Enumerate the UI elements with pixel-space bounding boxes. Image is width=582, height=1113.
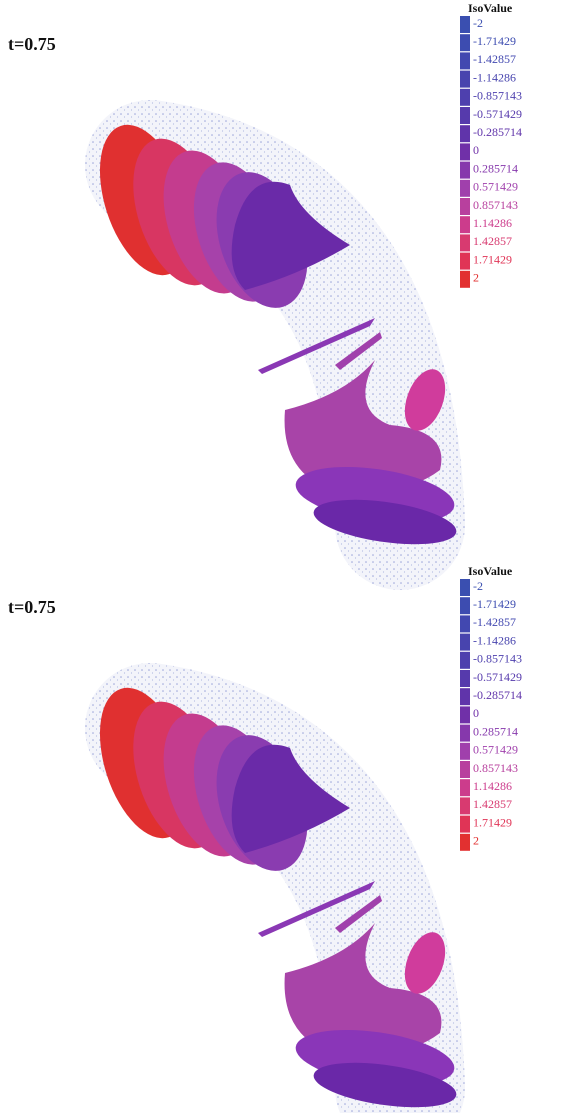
legend-label: 1.42857	[473, 234, 512, 248]
legend-swatch	[460, 143, 470, 160]
legend-swatch	[460, 652, 470, 669]
page: t=0.75IsoValue-2-1.71429-1.42857-1.14286…	[0, 0, 582, 1113]
legend-label: 0.857143	[473, 761, 518, 775]
legend-label: 0.571429	[473, 743, 518, 757]
legend-label: 0.285714	[473, 724, 518, 738]
legend-swatch	[460, 688, 470, 705]
legend-title: IsoValue	[468, 564, 513, 578]
time-label: t=0.75	[8, 34, 56, 54]
legend-swatch	[460, 253, 470, 270]
legend-label: -1.14286	[473, 633, 516, 647]
legend-swatch	[460, 597, 470, 614]
legend-swatch	[460, 615, 470, 632]
legend-label: -2	[473, 579, 483, 593]
legend-label: -2	[473, 16, 483, 30]
legend-swatch	[460, 107, 470, 124]
legend-label: -1.14286	[473, 70, 516, 84]
legend-label: -0.571429	[473, 670, 522, 684]
legend-label: -0.571429	[473, 107, 522, 121]
panel: t=0.75 IsoValue-2 -1.71429 -1.42857 -1.14286…	[8, 1, 522, 552]
legend-swatch	[460, 198, 470, 215]
legend-label: -1.71429	[473, 34, 516, 48]
legend-label: -0.857143	[473, 652, 522, 666]
time-label: t=0.75	[8, 597, 56, 617]
legend-swatch	[460, 52, 470, 69]
legend-swatch	[460, 706, 470, 723]
legend-swatch	[460, 634, 470, 651]
legend-label: 1.14286	[473, 216, 512, 230]
legend-swatch	[460, 162, 470, 179]
legend-swatch	[460, 816, 470, 833]
legend-swatch	[460, 834, 470, 851]
legend-label: 0.285714	[473, 161, 518, 175]
legend-swatch	[460, 761, 470, 778]
legend-label: -0.285714	[473, 688, 522, 702]
legend-label: -0.285714	[473, 125, 522, 139]
isosurface-render	[83, 676, 459, 1113]
legend-label: -1.42857	[473, 615, 516, 629]
legend-label: -0.857143	[473, 89, 522, 103]
legend-swatch	[460, 216, 470, 233]
legend-swatch	[460, 234, 470, 251]
legend-swatch	[460, 271, 470, 288]
legend-swatch	[460, 16, 470, 33]
legend-label: 0	[473, 143, 479, 157]
legend-label: 1.71429	[473, 252, 512, 266]
legend-label: 1.42857	[473, 797, 512, 811]
legend-label: 1.14286	[473, 779, 512, 793]
legend-swatch	[460, 797, 470, 814]
legend-swatch	[460, 725, 470, 742]
legend-swatch	[460, 71, 470, 88]
legend-label: -1.42857	[473, 52, 516, 66]
legend-label: 0.571429	[473, 180, 518, 194]
legend-label: -1.71429	[473, 597, 516, 611]
legend-swatch	[460, 34, 470, 51]
legend-swatch	[460, 579, 470, 596]
isosurface-render	[83, 113, 459, 551]
legend-label: 2	[473, 834, 479, 848]
legend-label: 2	[473, 271, 479, 285]
legend-title: IsoValue	[468, 1, 513, 15]
legend-swatch	[460, 743, 470, 760]
legend-swatch	[460, 779, 470, 796]
figure: t=0.75IsoValue-2-1.71429-1.42857-1.14286…	[0, 0, 582, 1113]
legend-swatch	[460, 180, 470, 197]
legend-label: 1.71429	[473, 815, 512, 829]
legend-swatch	[460, 670, 470, 687]
legend-swatch	[460, 89, 470, 106]
legend-label: 0.857143	[473, 198, 518, 212]
legend-label: 0	[473, 706, 479, 720]
panel: t=0.75 IsoValue-2 -1.71429 -1.42857 -1.14286…	[8, 564, 522, 1113]
legend-swatch	[460, 125, 470, 142]
